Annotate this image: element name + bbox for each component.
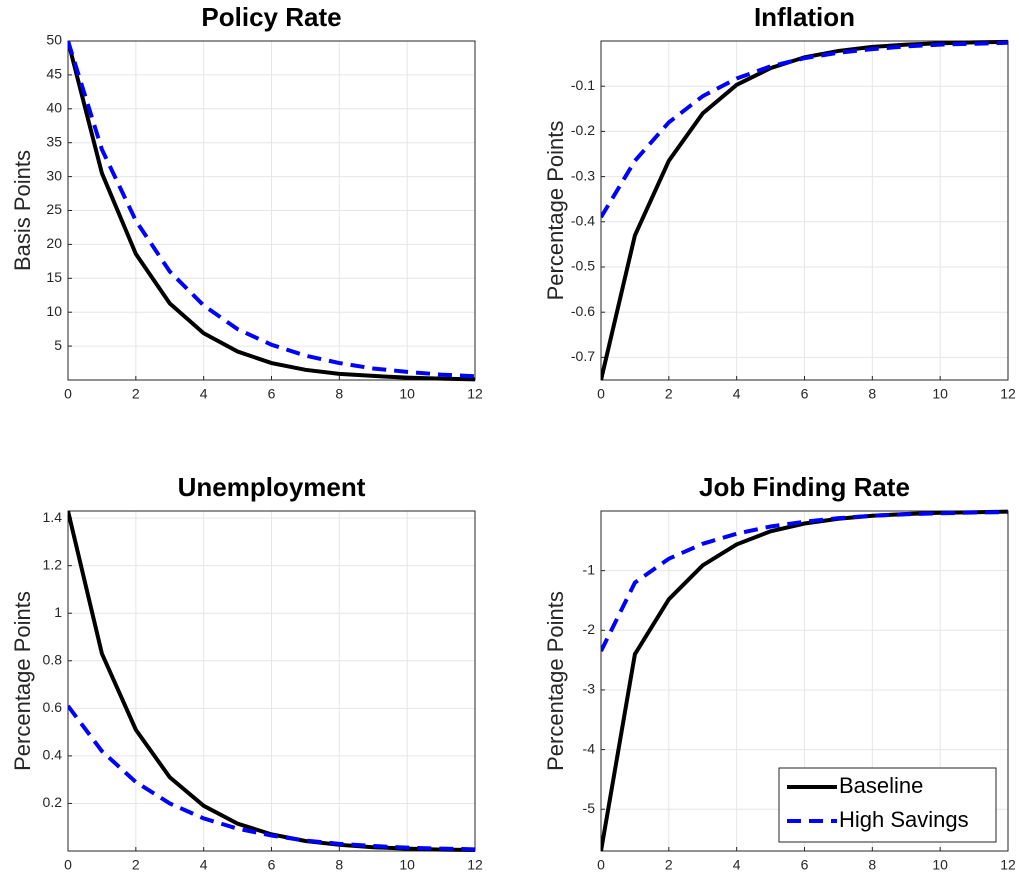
x-tick-label: 12 [1000, 857, 1016, 873]
x-tick-label: 12 [467, 857, 483, 873]
y-axis-label: Percentage Points [543, 121, 568, 301]
chart-title: Policy Rate [201, 2, 341, 32]
y-tick-label: 40 [46, 100, 62, 116]
legend-label: Baseline [839, 773, 923, 798]
y-tick-label: 25 [46, 201, 62, 217]
line-series [68, 40, 475, 382]
y-tick-label: 0.6 [43, 699, 63, 715]
y-tick-label: 35 [46, 133, 62, 149]
y-tick-label: -0.2 [571, 122, 595, 138]
chart-title: Inflation [754, 2, 855, 32]
x-tick-label: 10 [399, 857, 415, 873]
x-tick-label: 4 [733, 857, 741, 873]
axes-box [600, 40, 1009, 381]
line-series [68, 704, 475, 852]
x-tick-label: 0 [64, 857, 72, 873]
line-series [601, 510, 1008, 653]
y-axis-label: Basis Points [10, 150, 35, 271]
y-tick-label: -0.3 [571, 167, 595, 183]
y-tick-label: 0.4 [43, 747, 63, 763]
x-tick-label: 8 [335, 857, 343, 873]
x-tick-label: 4 [200, 857, 208, 873]
y-tick-label: 1.4 [43, 509, 63, 525]
axes-box [67, 510, 476, 852]
line-series [601, 40, 1008, 219]
y-tick-label: 30 [46, 167, 62, 183]
y-tick-label: -5 [583, 800, 596, 816]
y-tick-label: -0.7 [571, 348, 595, 364]
y-tick-label: -0.1 [571, 77, 595, 93]
x-tick-label: 6 [268, 857, 276, 873]
x-tick-label: 8 [335, 386, 343, 402]
x-tick-label: 0 [597, 386, 605, 402]
x-tick-label: 6 [801, 386, 809, 402]
y-axis-label: Percentage Points [543, 591, 568, 771]
x-tick-label: 10 [932, 857, 948, 873]
x-tick-label: 0 [64, 386, 72, 402]
y-tick-label: -3 [583, 681, 596, 697]
axes-box [67, 40, 476, 381]
y-tick-label: -0.4 [571, 213, 595, 229]
x-tick-label: 12 [467, 386, 483, 402]
y-tick-label: 1 [54, 604, 62, 620]
y-tick-label: -0.5 [571, 258, 595, 274]
x-tick-label: 4 [733, 386, 741, 402]
x-tick-label: 8 [868, 857, 876, 873]
x-tick-label: 0 [597, 857, 605, 873]
y-tick-label: 1.2 [43, 556, 63, 572]
x-tick-label: 10 [399, 386, 415, 402]
y-tick-label: -0.6 [571, 303, 595, 319]
y-tick-label: 45 [46, 66, 62, 82]
y-tick-label: 50 [46, 32, 62, 48]
legend-label: High Savings [839, 807, 969, 832]
y-tick-label: 0.8 [43, 651, 63, 667]
x-tick-label: 2 [665, 386, 673, 402]
chart-title: Job Finding Rate [699, 472, 910, 502]
x-tick-label: 2 [665, 857, 673, 873]
x-tick-label: 6 [801, 857, 809, 873]
x-tick-label: 12 [1000, 386, 1016, 402]
x-tick-label: 4 [200, 386, 208, 402]
y-tick-label: 15 [46, 269, 62, 285]
y-tick-label: 10 [46, 303, 62, 319]
legend-box [778, 767, 997, 843]
axes-box [600, 510, 1009, 852]
y-tick-label: 0.2 [43, 794, 63, 810]
x-tick-label: 6 [268, 386, 276, 402]
y-axis-label: Percentage Points [10, 591, 35, 771]
y-tick-label: 20 [46, 235, 62, 251]
x-tick-label: 10 [932, 386, 948, 402]
y-tick-label: -2 [583, 621, 596, 637]
y-tick-label: 5 [54, 337, 62, 353]
line-series [68, 40, 475, 379]
y-tick-label: -4 [583, 740, 596, 756]
x-tick-label: 2 [132, 857, 140, 873]
y-tick-label: -1 [583, 561, 596, 577]
chart-title: Unemployment [178, 472, 366, 502]
line-series [601, 509, 1008, 852]
x-tick-label: 2 [132, 386, 140, 402]
x-tick-label: 8 [868, 386, 876, 402]
